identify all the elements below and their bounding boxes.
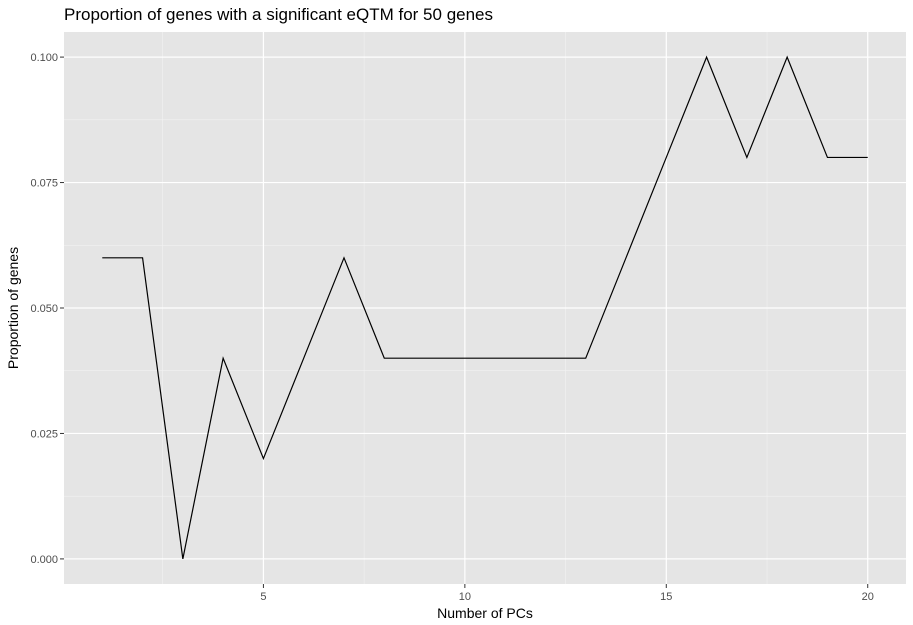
x-tick-label: 5 — [260, 591, 266, 603]
axis-ticks: 5 10 15 20 0.000 0.025 0.050 0.075 0.100 — [30, 52, 873, 603]
y-tick-label: 0.050 — [30, 303, 58, 315]
series-line — [102, 55, 868, 560]
x-axis-title: Number of PCs — [437, 605, 533, 621]
x-tick-label: 15 — [660, 591, 672, 603]
y-axis-title: Proportion of genes — [5, 247, 21, 369]
y-tick-label: 0.000 — [30, 554, 58, 566]
x-tick-label: 10 — [459, 591, 471, 603]
series-layer — [102, 55, 868, 560]
y-tick-label: 0.100 — [30, 52, 58, 64]
y-tick-label: 0.075 — [30, 178, 58, 190]
major-grid — [64, 32, 906, 584]
y-tick-label: 0.025 — [30, 428, 58, 440]
x-tick-label: 20 — [862, 591, 874, 603]
chart-title: Proportion of genes with a significant e… — [64, 5, 493, 24]
